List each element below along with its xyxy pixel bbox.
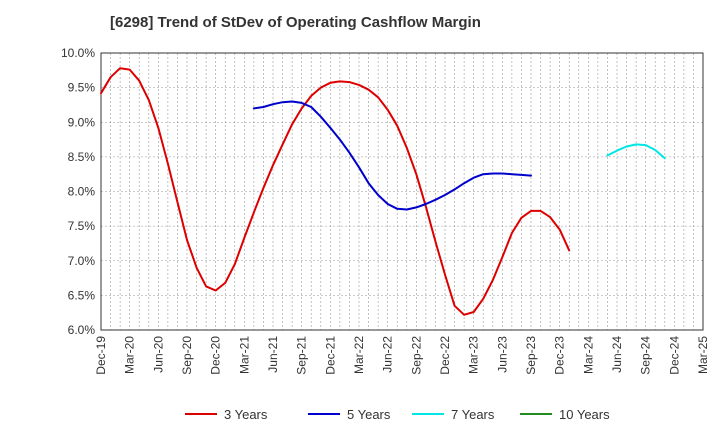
y-tick-label: 9.5%: [68, 81, 96, 95]
y-tick-label: 10.0%: [61, 46, 95, 60]
y-tick-label: 9.0%: [68, 115, 96, 129]
y-tick-label: 8.0%: [68, 185, 96, 199]
y-tick-label: 7.5%: [68, 219, 96, 233]
x-tick-label: Sep-23: [524, 336, 538, 375]
legend-label: 7 Years: [451, 407, 495, 422]
plot-frame: [100, 52, 704, 331]
y-tick-label: 7.0%: [68, 254, 96, 268]
x-tick-label: Mar-20: [123, 336, 137, 374]
chart-title: [6298] Trend of StDev of Operating Cashf…: [110, 14, 481, 31]
x-tick-label: Dec-19: [94, 336, 108, 375]
x-tick-label: Sep-24: [639, 336, 653, 375]
x-tick-label: Jun-24: [610, 336, 624, 373]
x-tick-label: Dec-22: [438, 336, 452, 375]
legend-label: 3 Years: [224, 407, 268, 422]
x-tick-label: Mar-25: [696, 336, 710, 374]
x-tick-label: Sep-20: [180, 336, 194, 375]
x-tick-label: Mar-22: [352, 336, 366, 374]
legend-label: 5 Years: [347, 407, 391, 422]
x-tick-label: Jun-23: [495, 336, 509, 373]
x-tick-label: Sep-21: [295, 336, 309, 375]
x-tick-label: Dec-21: [323, 336, 337, 375]
x-tick-label: Dec-20: [209, 336, 223, 375]
legend-label: 10 Years: [559, 407, 610, 422]
series-line-7-years: [606, 143, 666, 160]
x-tick-label: Mar-24: [581, 336, 595, 374]
x-tick-label: Mar-23: [467, 336, 481, 374]
y-tick-label: 8.5%: [68, 150, 96, 164]
series-line-5-years: [252, 100, 532, 211]
y-tick-label: 6.0%: [68, 323, 96, 337]
x-tick-label: Sep-22: [409, 336, 423, 375]
x-tick-label: Mar-21: [237, 336, 251, 374]
series-line-3-years: [100, 67, 571, 316]
x-tick-label: Jun-20: [151, 336, 165, 373]
x-tick-label: Dec-23: [553, 336, 567, 375]
x-tick-label: Dec-24: [667, 336, 681, 375]
y-tick-label: 6.5%: [68, 288, 96, 302]
x-tick-label: Jun-22: [381, 336, 395, 373]
x-tick-label: Jun-21: [266, 336, 280, 373]
